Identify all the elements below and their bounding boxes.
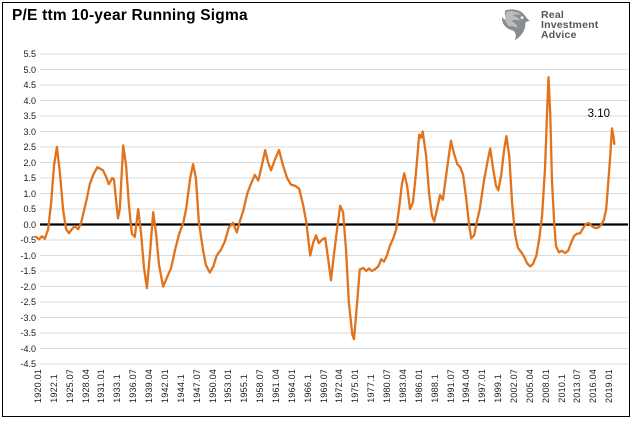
- x-axis-tick-label: 1999.1: [493, 374, 504, 403]
- x-axis-tick-label: 1939.04: [144, 369, 155, 403]
- sigma-line-series: [34, 76, 616, 341]
- x-axis-tick-label: 2016.04: [588, 369, 599, 403]
- y-axis-tick-label: 4.5: [23, 80, 36, 90]
- x-axis-tick-label: 1920.01: [33, 369, 43, 403]
- y-axis-tick-label: 4.0: [23, 95, 36, 106]
- y-axis-tick-label: -2.5: [20, 297, 36, 307]
- x-axis-tick-label: 1988.1: [429, 374, 440, 403]
- ria-logo-line2: Investment: [541, 19, 599, 31]
- x-axis-tick-label: 1994.04: [461, 369, 472, 403]
- x-axis-tick-label: 2010.1: [556, 374, 567, 403]
- x-axis-tick-label: 1975.01: [350, 369, 361, 403]
- y-axis-tick-label: -3.0: [20, 312, 36, 323]
- y-axis-tick-label: -4.5: [20, 359, 36, 369]
- y-axis-tick-label: 3.0: [23, 126, 36, 137]
- y-axis-tick-label: 1.0: [23, 188, 36, 199]
- x-axis-tick-label: 2005.04: [524, 369, 535, 403]
- ria-eagle-logo-icon: [501, 9, 530, 41]
- x-axis-tick-label: 1931.01: [96, 369, 107, 403]
- x-axis-tick-label: 1972.04: [334, 369, 345, 403]
- y-axis-tick-label: -3.5: [20, 328, 36, 338]
- y-axis-tick-label: 0.5: [23, 204, 36, 214]
- x-axis-tick-label: 1955.1: [239, 374, 250, 403]
- x-axis-tick-label: 2013.07: [572, 369, 583, 403]
- x-axis-tick-label: 1980.07: [382, 369, 393, 403]
- x-axis-tick-label: 1942.01: [159, 369, 170, 403]
- x-axis-tick-label: 1925.07: [64, 369, 75, 403]
- x-axis-tick-label: 1977.1: [366, 374, 377, 403]
- ria-logo-line1: Real: [541, 9, 564, 21]
- y-axis-tick-label: 2.0: [23, 157, 36, 168]
- last-value-label: 3.10: [588, 108, 610, 120]
- x-axis-tick-label: 1928.04: [80, 369, 91, 403]
- y-axis-tick-label: -0.5: [20, 235, 36, 245]
- x-axis-tick-label: 1933.1: [112, 374, 123, 403]
- x-axis-tick-label: 1997.01: [477, 369, 488, 403]
- chart-title: P/E ttm 10-year Running Sigma: [12, 7, 248, 24]
- y-axis-tick-label: 5.0: [23, 64, 36, 75]
- y-axis-tick-label: 0.0: [23, 219, 36, 230]
- x-axis-tick-label: 1964.01: [286, 369, 297, 403]
- x-axis-tick-label: 1947.07: [191, 369, 202, 403]
- x-axis-tick-label: 1969.07: [318, 369, 329, 403]
- ria-logo-text: Real Investment Advice: [541, 9, 599, 41]
- x-axis-tick-label: 1966.1: [302, 374, 313, 403]
- ria-logo-line3: Advice: [541, 29, 577, 41]
- x-axis-tick-label: 1922.1: [48, 374, 59, 403]
- y-axis-tick-label: -1.0: [20, 250, 36, 261]
- y-axis-tick-label: 3.5: [23, 111, 36, 121]
- x-axis-tick-label: 1961.04: [271, 369, 281, 403]
- x-axis-tick-label: 1944.1: [175, 374, 186, 403]
- x-axis-tick-label: 1991.07: [445, 369, 456, 403]
- x-axis-tick-label: 1986.01: [413, 369, 424, 403]
- eagle-eye: [520, 16, 524, 20]
- x-axis-tick-label: 1958.07: [255, 369, 266, 403]
- x-axis-tick-label: 2002.07: [509, 369, 520, 403]
- y-axis-tick-label: 1.5: [23, 173, 36, 183]
- x-axis-tick-label: 1953.01: [223, 369, 234, 403]
- gridlines: [40, 53, 628, 365]
- y-axis-tick-label: 5.5: [23, 49, 36, 59]
- y-axis-tick-label: -4.0: [20, 343, 36, 354]
- y-axis-tick-label: -2.0: [20, 281, 36, 292]
- x-axis-tick-label: 2019.01: [604, 369, 615, 403]
- y-axis-tick-label: -1.5: [20, 266, 36, 276]
- x-axis-tick-label: 1950.04: [207, 369, 218, 403]
- x-axis-tick-label: 1983.04: [397, 369, 408, 403]
- ria-logo: Real Investment Advice: [500, 8, 598, 42]
- y-axis-tick-label: 2.5: [23, 142, 36, 152]
- x-axis-tick-label: 2008.01: [540, 369, 551, 403]
- x-axis-tick-label: 1936.07: [128, 369, 139, 403]
